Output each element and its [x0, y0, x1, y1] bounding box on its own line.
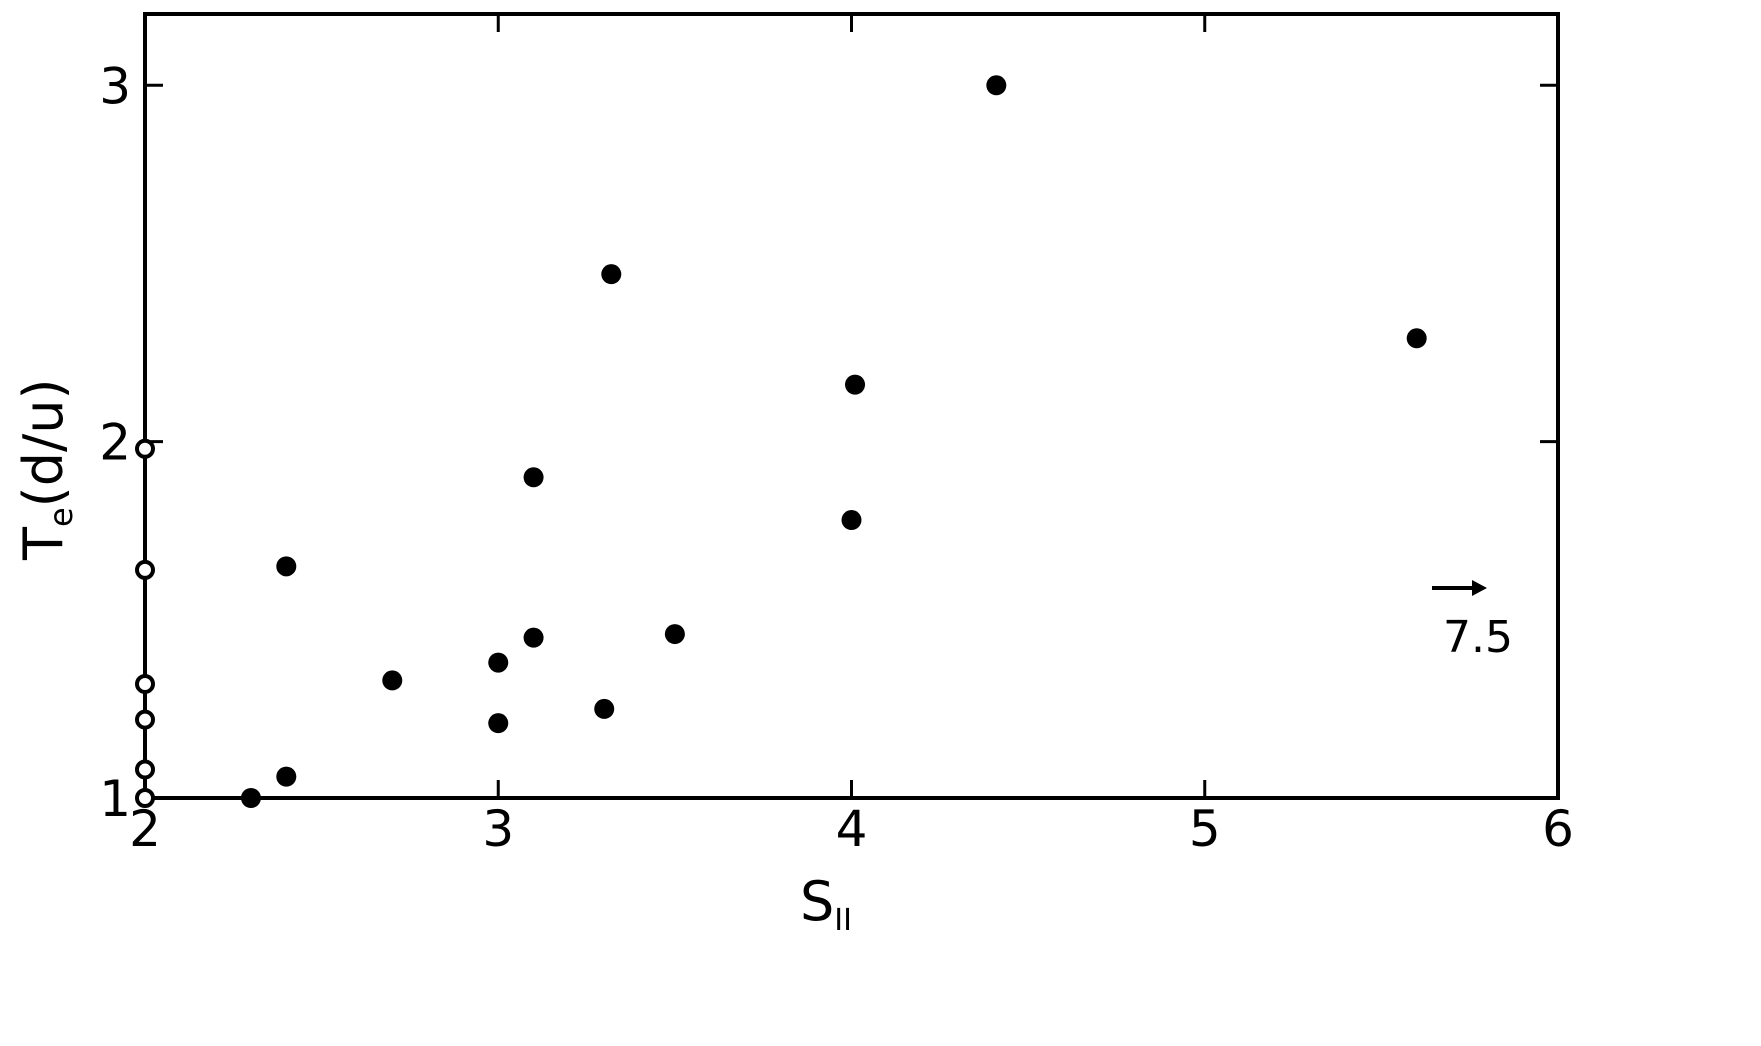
plot-frame: [143, 12, 1560, 800]
data-point: [594, 698, 615, 719]
data-point: [135, 559, 155, 580]
data-point: [1406, 328, 1427, 349]
data-point: [135, 709, 155, 730]
data-point: [845, 374, 866, 395]
offscale-label: 7.5: [1443, 612, 1513, 663]
data-point: [488, 652, 509, 673]
data-point: [135, 673, 155, 694]
x-tick-label: 3: [482, 800, 514, 858]
x-axis-title: SII: [800, 870, 852, 938]
data-point: [240, 788, 261, 808]
offscale-annotation: 7.5: [1432, 580, 1513, 663]
data-point: [523, 627, 544, 648]
data-point: [488, 713, 509, 734]
y-tick-label: 1: [99, 770, 131, 828]
data-point: [135, 438, 155, 459]
x-tick-label: 4: [836, 800, 868, 858]
data-point: [382, 670, 403, 691]
x-tick-label: 2: [129, 800, 161, 858]
x-tick-label: 6: [1542, 800, 1574, 858]
data-point: [664, 624, 685, 645]
data-points: [135, 75, 1427, 808]
y-tick-label: 3: [99, 57, 131, 115]
axis-ticks: [143, 14, 1560, 800]
data-point: [135, 759, 155, 780]
arrow-head-icon: [1472, 580, 1487, 596]
data-point: [276, 766, 297, 787]
data-point: [276, 556, 297, 577]
x-tick-label: 5: [1189, 800, 1221, 858]
data-point: [523, 467, 544, 488]
y-tick-label: 2: [99, 414, 131, 472]
data-point: [135, 788, 155, 808]
data-point: [601, 264, 622, 285]
y-axis-title: Te(d/u): [12, 378, 80, 561]
data-point: [986, 75, 1007, 96]
data-point: [841, 510, 862, 531]
